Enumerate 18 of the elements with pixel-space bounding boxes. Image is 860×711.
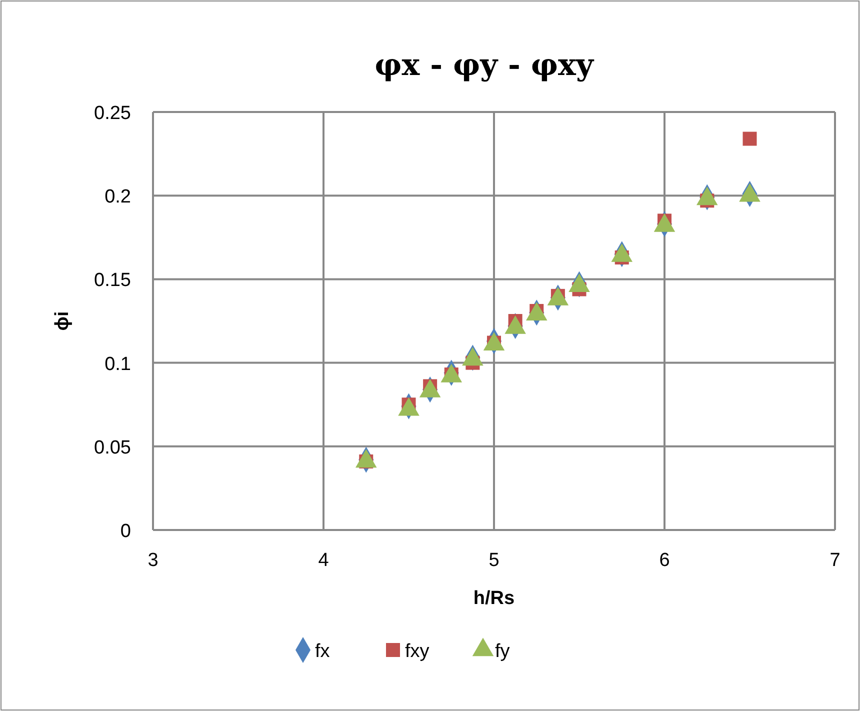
x-axis-title: h/Rs — [473, 588, 515, 609]
x-tick-label: 6 — [659, 550, 670, 571]
y-tick-label: 0.25 — [94, 103, 131, 124]
y-axis-title: ϕi — [52, 311, 73, 331]
legend-label: fx — [315, 641, 330, 662]
x-tick-label: 5 — [488, 550, 500, 571]
y-tick-label: 0.05 — [94, 437, 131, 458]
legend-label: fy — [495, 641, 510, 662]
y-tick-label: 0.15 — [94, 270, 131, 292]
legend-label: fxy — [405, 641, 430, 662]
point — [742, 132, 757, 146]
y-tick-label: 0 — [120, 521, 131, 542]
x-tick-label: 3 — [148, 550, 158, 571]
x-tick-label: 4 — [318, 550, 330, 571]
y-tick-label: 0.1 — [104, 354, 131, 375]
x-tick-label: 7 — [830, 550, 840, 571]
y-tick-label: 0.2 — [104, 186, 131, 208]
chart-title: φx - φy - φxy — [374, 48, 595, 83]
